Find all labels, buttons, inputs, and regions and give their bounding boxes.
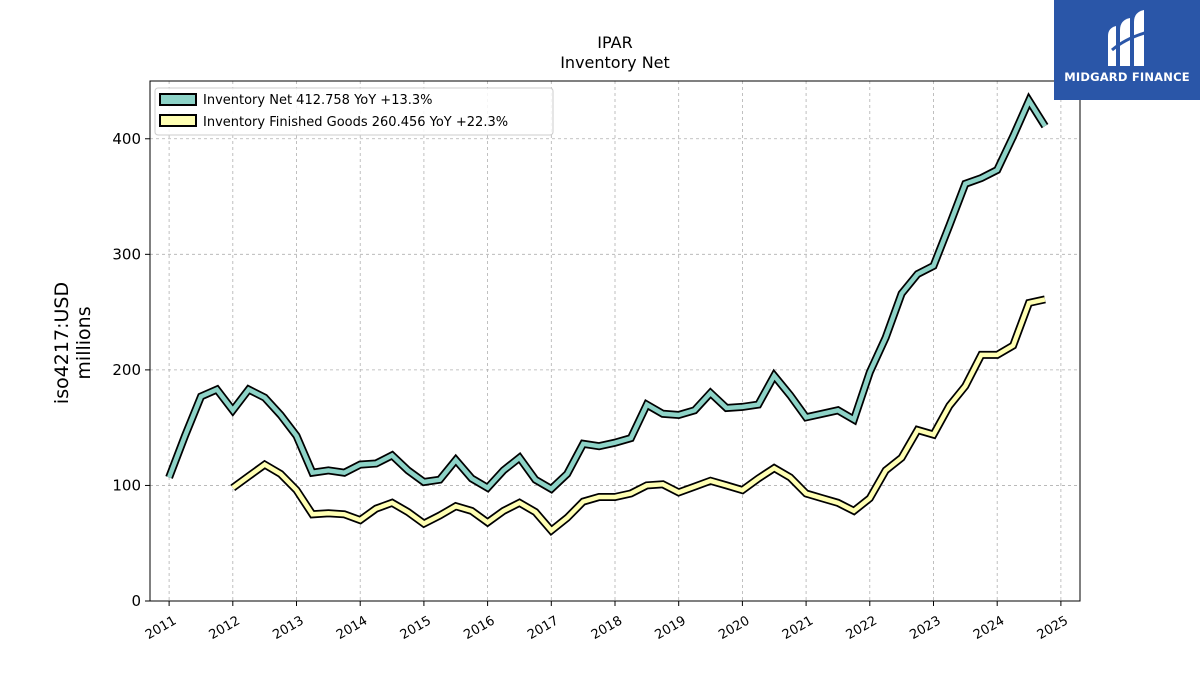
chart-title: IPAR <box>597 33 632 52</box>
y-axis-label: iso4217:USD millions <box>51 282 95 404</box>
x-tick-label: 2016 <box>461 613 497 643</box>
x-tick-label: 2014 <box>334 613 370 643</box>
legend-swatch-inventory-finished-goods <box>159 114 197 127</box>
x-tick-label: 2012 <box>207 613 243 643</box>
y-axis-label-line2: millions <box>73 306 95 379</box>
legend-label-inventory-finished-goods: Inventory Finished Goods 260.456 YoY +22… <box>203 115 508 130</box>
x-tick-label: 2018 <box>589 613 625 643</box>
y-tick-label: 300 <box>112 245 141 263</box>
x-tick-label: 2024 <box>971 613 1007 643</box>
x-tick-label: 2020 <box>716 613 752 643</box>
plot-area-frame <box>149 80 1081 602</box>
legend-swatch-inventory-net <box>159 93 197 106</box>
series-line-inventory-finished-goods <box>231 297 1046 534</box>
x-tick-label: 2019 <box>653 613 689 643</box>
x-axis-ticks: 2011 2012 2013 2014 2015 2016 2017 2018 2019 2020… <box>143 601 1071 643</box>
x-tick-label: 2011 <box>143 613 179 643</box>
legend-box <box>154 87 554 136</box>
x-tick-label: 2021 <box>780 613 816 643</box>
x-tick-label: 2022 <box>844 613 880 643</box>
grid-lines <box>150 81 1080 602</box>
y-tick-label: 0 <box>131 592 141 610</box>
y-axis-ticks: 0 100 200 300 400 <box>112 130 150 610</box>
series-lines <box>165 92 1049 537</box>
x-tick-label: 2025 <box>1035 613 1071 643</box>
y-axis-label-line1: iso4217:USD <box>51 282 73 404</box>
brand-logo: MIDGARD FINANCE <box>1054 0 1200 100</box>
chart-subtitle: Inventory Net <box>560 53 670 72</box>
y-tick-label: 100 <box>112 476 141 494</box>
x-tick-label: 2015 <box>398 613 434 643</box>
x-tick-label: 2023 <box>907 613 943 643</box>
brand-logo-icon <box>1108 10 1149 66</box>
brand-logo-text: MIDGARD FINANCE <box>1064 70 1190 84</box>
x-tick-label: 2013 <box>270 613 306 643</box>
legend-label-inventory-net: Inventory Net 412.758 YoY +13.3% <box>203 93 433 108</box>
y-tick-label: 400 <box>112 130 141 148</box>
legend: Inventory Net 412.758 YoY +13.3% Invento… <box>154 87 554 136</box>
x-tick-label: 2017 <box>525 613 561 643</box>
series-line-inventory-net <box>166 95 1047 492</box>
y-tick-label: 200 <box>112 361 141 379</box>
